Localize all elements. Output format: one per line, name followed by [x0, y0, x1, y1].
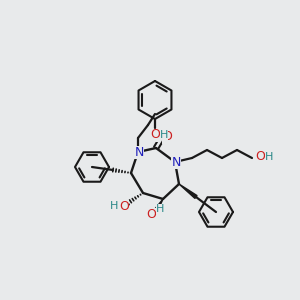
Text: N: N — [134, 146, 144, 158]
Text: H: H — [156, 204, 164, 214]
Text: O: O — [162, 130, 172, 143]
Text: O: O — [119, 200, 129, 212]
Text: H: H — [110, 201, 118, 211]
Text: H: H — [160, 130, 168, 140]
Text: O: O — [150, 128, 160, 142]
Text: O: O — [255, 151, 265, 164]
Text: H: H — [265, 152, 273, 162]
Text: O: O — [146, 208, 156, 220]
Text: N: N — [171, 155, 181, 169]
Polygon shape — [179, 184, 197, 198]
Polygon shape — [153, 199, 163, 213]
